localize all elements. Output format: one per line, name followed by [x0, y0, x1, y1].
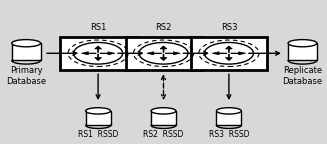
Ellipse shape: [12, 40, 41, 47]
Text: RS1: RS1: [90, 23, 106, 32]
FancyArrow shape: [160, 46, 167, 52]
Text: Replicate
Database: Replicate Database: [283, 66, 322, 86]
FancyArrow shape: [81, 52, 96, 55]
FancyArrow shape: [160, 54, 167, 61]
Ellipse shape: [288, 40, 317, 47]
Ellipse shape: [86, 108, 111, 114]
FancyArrow shape: [226, 54, 232, 61]
FancyArrow shape: [212, 52, 227, 55]
Polygon shape: [191, 37, 267, 70]
Text: RS2: RS2: [155, 23, 172, 32]
Text: Primary
Database: Primary Database: [6, 66, 46, 86]
Polygon shape: [288, 43, 317, 60]
FancyArrow shape: [226, 46, 232, 52]
FancyArrow shape: [95, 46, 101, 52]
Text: RS3: RS3: [221, 23, 237, 32]
FancyArrow shape: [231, 52, 246, 55]
Circle shape: [204, 42, 253, 64]
Ellipse shape: [216, 108, 241, 114]
Text: RS1  RSSD: RS1 RSSD: [78, 130, 118, 139]
FancyArrow shape: [165, 52, 180, 55]
Polygon shape: [126, 37, 201, 70]
Text: RS3  RSSD: RS3 RSSD: [209, 130, 249, 139]
Polygon shape: [60, 37, 136, 70]
Circle shape: [139, 42, 188, 64]
Polygon shape: [216, 111, 241, 125]
Text: RS2  RSSD: RS2 RSSD: [143, 130, 184, 139]
FancyArrow shape: [147, 52, 162, 55]
Ellipse shape: [151, 108, 176, 114]
Polygon shape: [12, 43, 41, 60]
Circle shape: [74, 42, 123, 64]
Polygon shape: [151, 111, 176, 125]
FancyArrow shape: [100, 52, 115, 55]
FancyArrow shape: [95, 54, 101, 61]
Polygon shape: [86, 111, 111, 125]
